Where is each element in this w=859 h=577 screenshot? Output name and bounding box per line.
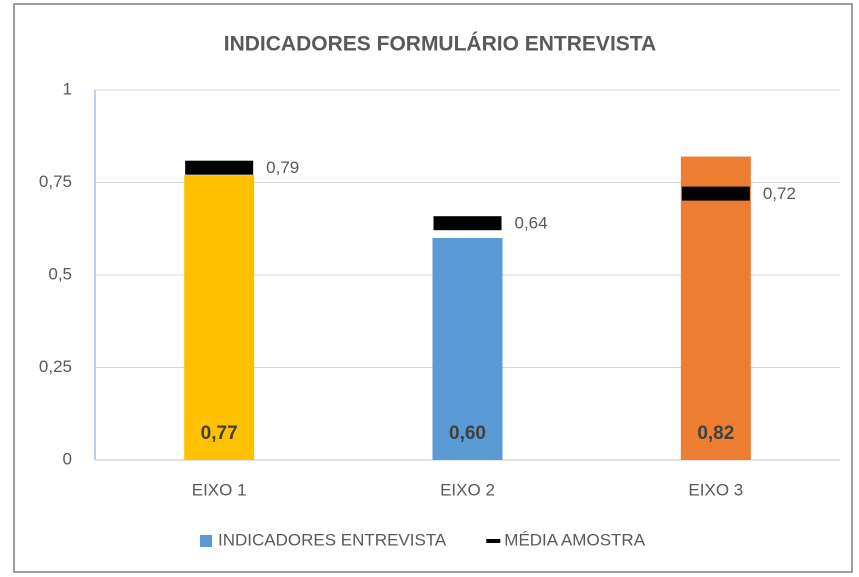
y-tick-label: 0,75 xyxy=(39,172,72,191)
y-tick-label: 0,25 xyxy=(39,357,72,376)
y-tick-label: 0,5 xyxy=(48,264,72,283)
marker xyxy=(681,186,750,201)
data-label: 0,60 xyxy=(449,423,486,444)
legend-label: INDICADORES ENTREVISTA xyxy=(218,530,447,549)
chart-title: INDICADORES FORMULÁRIO ENTREVISTA xyxy=(224,33,656,56)
marker xyxy=(433,216,502,231)
marker xyxy=(185,160,254,175)
bar xyxy=(184,175,255,460)
bar xyxy=(432,238,503,460)
legend-swatch xyxy=(486,539,501,543)
x-tick-label: EIXO 1 xyxy=(192,480,247,499)
data-label: 0,77 xyxy=(201,423,238,444)
data-label: 0,72 xyxy=(763,184,796,203)
bar xyxy=(680,156,751,460)
data-label: 0,79 xyxy=(266,158,299,177)
data-label: 0,82 xyxy=(697,423,734,444)
y-tick-label: 0 xyxy=(63,449,72,468)
x-tick-label: EIXO 2 xyxy=(440,480,495,499)
x-tick-label: EIXO 3 xyxy=(688,480,743,499)
legend-swatch xyxy=(200,535,212,547)
data-label: 0,64 xyxy=(515,214,548,233)
y-tick-label: 1 xyxy=(63,79,72,98)
legend-label: MÉDIA AMOSTRA xyxy=(504,530,645,549)
